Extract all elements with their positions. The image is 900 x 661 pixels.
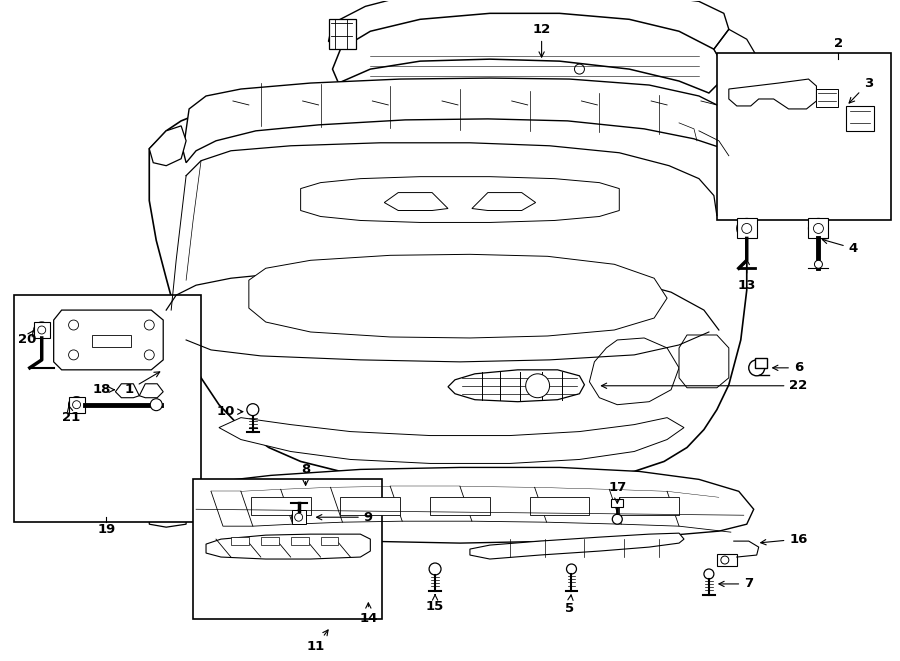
Bar xyxy=(737,219,757,239)
Polygon shape xyxy=(679,335,729,388)
Circle shape xyxy=(144,320,154,330)
Polygon shape xyxy=(140,384,163,398)
Circle shape xyxy=(612,514,622,524)
Polygon shape xyxy=(149,96,747,479)
Circle shape xyxy=(721,556,729,564)
Bar xyxy=(292,510,306,524)
Circle shape xyxy=(737,219,757,239)
Text: 12: 12 xyxy=(533,22,551,57)
Circle shape xyxy=(68,320,78,330)
Text: 16: 16 xyxy=(760,533,807,545)
Polygon shape xyxy=(301,176,619,223)
Text: 7: 7 xyxy=(719,578,753,590)
Text: 8: 8 xyxy=(301,463,310,485)
Bar xyxy=(291,537,309,545)
Polygon shape xyxy=(183,78,747,163)
Circle shape xyxy=(808,219,828,239)
Polygon shape xyxy=(186,467,753,543)
Bar xyxy=(611,499,624,507)
Text: 22: 22 xyxy=(601,379,807,392)
Polygon shape xyxy=(714,29,757,83)
Bar xyxy=(194,479,382,619)
Text: 9: 9 xyxy=(317,511,373,524)
Bar xyxy=(320,537,338,545)
Circle shape xyxy=(526,374,550,398)
Circle shape xyxy=(68,350,78,360)
Bar xyxy=(340,497,400,515)
Text: 17: 17 xyxy=(608,481,626,503)
Circle shape xyxy=(38,326,46,334)
Circle shape xyxy=(73,401,81,408)
Polygon shape xyxy=(54,310,163,370)
Polygon shape xyxy=(149,491,191,527)
Circle shape xyxy=(34,322,50,338)
Polygon shape xyxy=(115,384,140,398)
Circle shape xyxy=(294,513,302,521)
Polygon shape xyxy=(470,533,684,559)
Circle shape xyxy=(814,223,824,233)
Bar xyxy=(717,53,891,221)
Bar xyxy=(816,89,839,107)
Bar xyxy=(92,335,131,347)
Bar xyxy=(530,497,590,515)
Circle shape xyxy=(749,360,765,376)
Text: 4: 4 xyxy=(823,239,858,255)
Text: 19: 19 xyxy=(97,523,115,535)
Polygon shape xyxy=(384,192,448,210)
Text: 13: 13 xyxy=(738,259,756,292)
Bar xyxy=(251,497,310,515)
Text: 5: 5 xyxy=(565,595,574,615)
Text: 2: 2 xyxy=(833,37,843,50)
Circle shape xyxy=(150,399,162,410)
Polygon shape xyxy=(149,126,186,166)
Circle shape xyxy=(429,563,441,575)
Bar xyxy=(619,497,679,515)
Circle shape xyxy=(247,404,259,416)
Circle shape xyxy=(144,350,154,360)
Polygon shape xyxy=(206,534,370,559)
Text: 20: 20 xyxy=(18,330,36,346)
Text: 18: 18 xyxy=(93,383,114,396)
Polygon shape xyxy=(590,338,679,405)
Text: 11: 11 xyxy=(306,630,328,653)
Bar xyxy=(808,219,828,239)
Text: 14: 14 xyxy=(359,603,377,625)
Bar xyxy=(34,322,50,338)
Circle shape xyxy=(566,564,577,574)
Bar xyxy=(717,554,737,566)
Text: 6: 6 xyxy=(773,362,803,374)
Bar xyxy=(846,106,874,131)
Bar xyxy=(68,397,85,412)
Text: 10: 10 xyxy=(217,405,243,418)
Polygon shape xyxy=(219,418,684,463)
Polygon shape xyxy=(448,370,584,402)
Bar xyxy=(328,19,356,49)
Polygon shape xyxy=(332,13,724,93)
Polygon shape xyxy=(729,79,816,109)
Polygon shape xyxy=(472,192,536,210)
Polygon shape xyxy=(248,254,667,338)
Bar xyxy=(14,295,201,522)
Bar xyxy=(261,537,279,545)
Circle shape xyxy=(704,569,714,579)
Text: 15: 15 xyxy=(426,594,445,613)
Circle shape xyxy=(292,510,306,524)
Circle shape xyxy=(814,260,823,268)
Text: 1: 1 xyxy=(125,372,159,396)
Circle shape xyxy=(742,223,751,233)
Circle shape xyxy=(68,397,85,412)
Bar xyxy=(755,358,767,368)
Text: 3: 3 xyxy=(849,77,873,103)
Circle shape xyxy=(574,64,584,74)
Bar xyxy=(231,537,248,545)
Text: 21: 21 xyxy=(62,405,81,424)
Bar xyxy=(430,497,490,515)
